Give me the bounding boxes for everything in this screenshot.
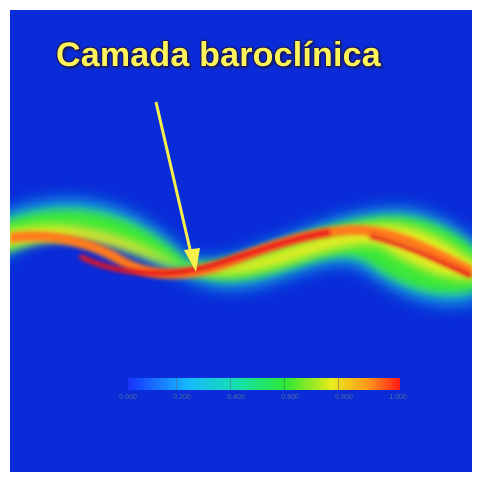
pointer-arrow-shaft xyxy=(154,101,194,259)
image-title: Camada baroclínica xyxy=(56,36,381,74)
colorbar-tick-label: 1.000 xyxy=(389,394,407,401)
simulation-image: Camada baroclínica xyxy=(10,10,472,472)
baroclinic-layer-field xyxy=(10,10,472,472)
colorbar-tick-label: 0.600 xyxy=(281,394,299,401)
colorbar-tick-label: 0.000 xyxy=(119,394,137,401)
colorbar-divider xyxy=(230,378,231,390)
layer-red-core xyxy=(78,229,331,276)
colorbar-divider xyxy=(284,378,285,390)
pointer-arrow-head xyxy=(184,248,200,272)
colorbar-tick-label: 0.200 xyxy=(173,394,191,401)
colorbar xyxy=(128,378,400,390)
colorbar-tick-label: 0.400 xyxy=(227,394,245,401)
colorbar-divider xyxy=(176,378,177,390)
layer-yellow-band xyxy=(10,223,472,281)
colorbar-divider xyxy=(338,378,339,390)
layer-right-filament xyxy=(369,234,472,278)
colorbar-tick-label: 0.800 xyxy=(335,394,353,401)
